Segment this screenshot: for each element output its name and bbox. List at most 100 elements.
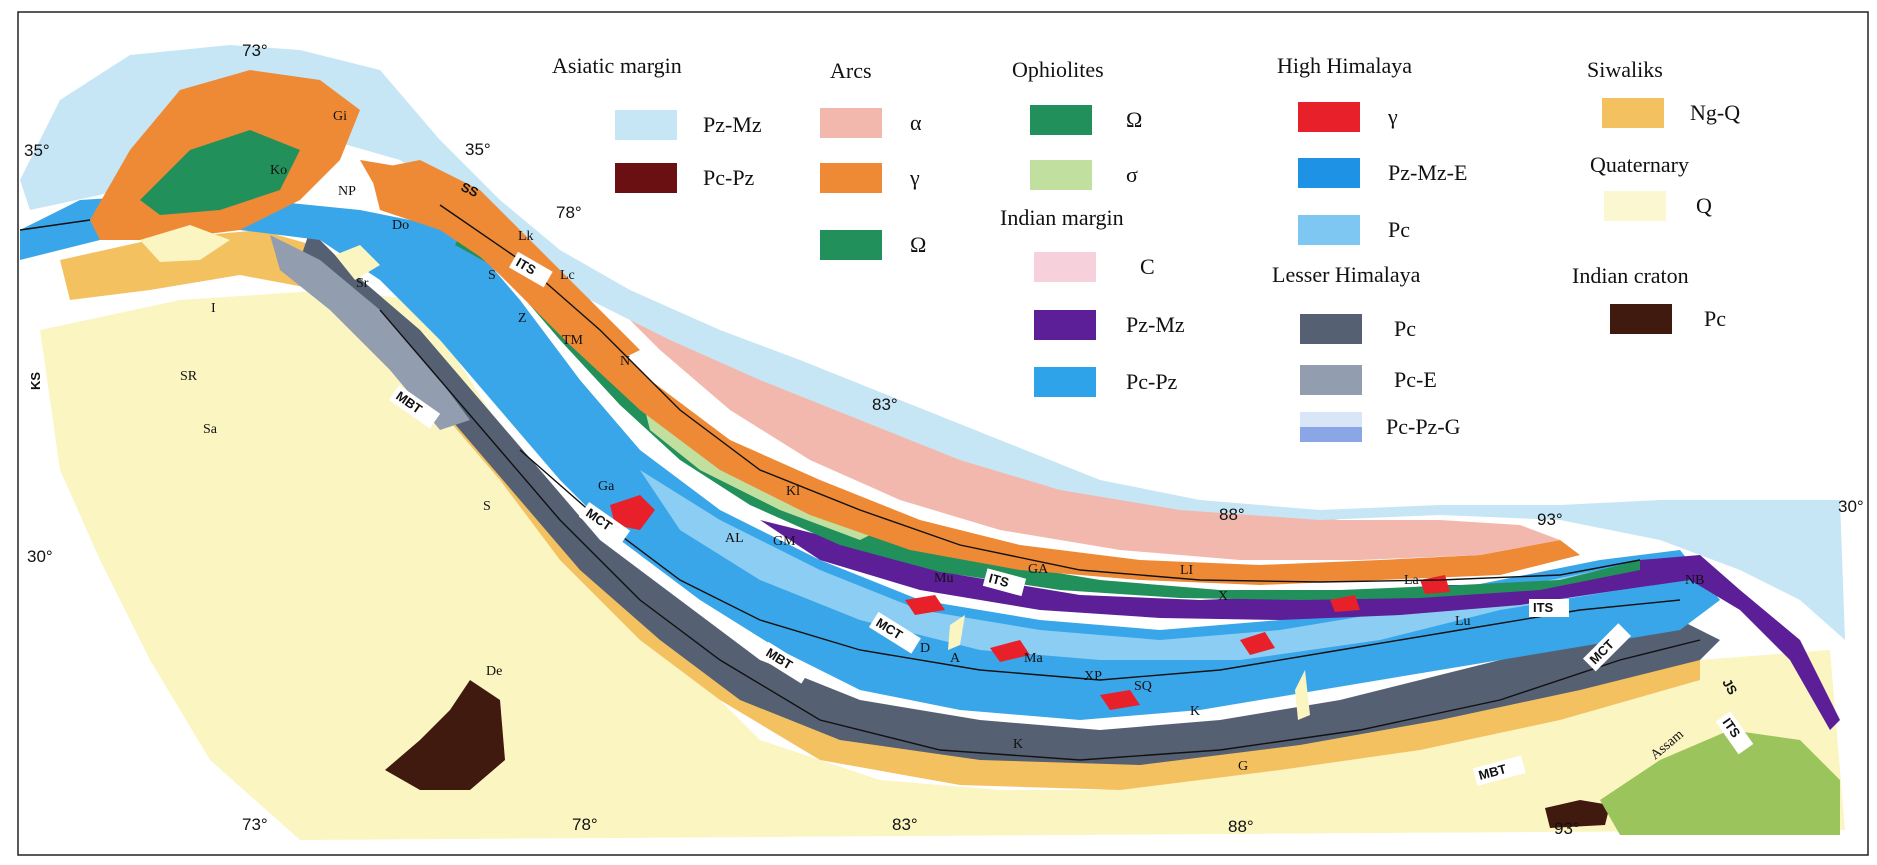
legend-title-lesser-himalaya: Lesser Himalaya (1272, 262, 1421, 287)
place-nb: NB (1685, 573, 1704, 588)
lon-label-bottom-83: 83° (892, 815, 918, 834)
place-kl: Kl (786, 484, 800, 499)
place-x: X (1218, 589, 1228, 604)
fault-labels: MBT MBT MBT MCT MCT MCT ITS ITS ITS ITS … (27, 179, 1754, 786)
legend-label: Pc-Pz (703, 165, 755, 190)
legend-label: Pc (1394, 316, 1416, 341)
place-de: De (486, 664, 502, 679)
legend-swatch (1604, 191, 1666, 221)
graticule-lat: 35° 35° 30° 30° (24, 140, 1864, 566)
place-sr: Sr (356, 276, 369, 291)
legend-swatch (1602, 98, 1664, 128)
legend-swatch (820, 230, 882, 260)
lat-label-30-east: 30° (1838, 497, 1864, 516)
lesser-himalaya-pc-e (270, 235, 470, 430)
lesser-himalaya-pc (300, 230, 1720, 765)
place-gm: GM (773, 534, 796, 549)
lon-label-top-78: 78° (556, 203, 582, 222)
lat-label-30-west: 30° (27, 547, 53, 566)
lon-label-top-88: 88° (1219, 505, 1245, 524)
lon-label-bottom-73: 73° (242, 815, 268, 834)
legend-swatch (1034, 310, 1096, 340)
place-mu: Mu (934, 571, 953, 586)
legend-label: Pz-Mz (1126, 312, 1185, 337)
place-d: D (920, 641, 930, 656)
fault-label-ks: KS (28, 372, 43, 390)
legend-swatch (615, 163, 677, 193)
legend-swatch (1030, 160, 1092, 190)
legend-label: Ω (1126, 107, 1143, 132)
legend-label: Pc (1704, 306, 1726, 331)
legend-title-indian-margin: Indian margin (1000, 205, 1124, 230)
legend-title-quaternary: Quaternary (1590, 152, 1689, 177)
legend-swatch (1298, 158, 1360, 188)
lon-label-top-93: 93° (1537, 510, 1563, 529)
lon-label-bottom-78: 78° (572, 815, 598, 834)
fault-label-mbt-east: MBT (1477, 761, 1508, 783)
arc-gamma-belt (360, 160, 1580, 585)
indian-craton-outcrop (385, 680, 505, 790)
place-al: AL (725, 531, 744, 546)
legend-title-asiatic-margin: Asiatic margin (552, 53, 682, 78)
place-s-north: S (488, 268, 496, 283)
fault-lines (19, 204, 1701, 761)
legend-swatch (1300, 314, 1362, 344)
place-ga: Ga (598, 479, 615, 494)
legend-label: γ (910, 165, 920, 190)
place-k: K (1190, 704, 1200, 719)
legend-title-siwaliks: Siwaliks (1587, 57, 1663, 82)
place-xp: XP (1084, 669, 1102, 684)
place-ko: Ko (270, 163, 287, 178)
legend-swatch (1034, 252, 1096, 282)
fault-label-js: JS (1719, 676, 1740, 698)
high-himalaya-pc (640, 470, 1620, 660)
place-z: Z (518, 311, 527, 326)
lat-label-35-west: 35° (24, 141, 50, 160)
legend-label: γ (1388, 104, 1398, 129)
lon-label-top-83: 83° (872, 395, 898, 414)
legend-swatch (1034, 367, 1096, 397)
high-himalaya-belt (20, 195, 1720, 720)
legend-title-high-himalaya: High Himalaya (1277, 53, 1413, 78)
legend-title-ophiolites: Ophiolites (1012, 57, 1104, 82)
legend-label: Pc-Pz-G (1386, 414, 1461, 439)
legend-label: Ω (910, 232, 927, 257)
legend-swatch (1300, 365, 1362, 395)
legend-swatch (1030, 105, 1092, 135)
place-lu: Lu (1455, 614, 1471, 629)
quaternary-patches (140, 225, 1310, 720)
lon-label-bottom-88: 88° (1228, 817, 1254, 836)
place-lk: Lk (518, 229, 534, 244)
legend-swatch (615, 110, 677, 140)
place-sq: SQ (1134, 679, 1152, 694)
fault-label-ss: SS (459, 179, 481, 200)
legend-label: Pz-Mz (703, 112, 762, 137)
graticule-bottom: 73° 78° 83° 88° 93° (242, 815, 1580, 838)
place-a: A (950, 651, 961, 666)
lon-label-bottom-93: 93° (1554, 819, 1580, 838)
place-ma: Ma (1024, 651, 1043, 666)
legend-swatch (820, 108, 882, 138)
place-do: Do (392, 218, 409, 233)
place-k-south: K (1013, 737, 1023, 752)
lon-label-top-73: 73° (242, 41, 268, 60)
place-ga-east: GA (1028, 562, 1049, 577)
legend-title-indian-craton: Indian craton (1572, 263, 1689, 288)
fault-label-its-east: ITS (1533, 600, 1554, 615)
legend-label: Pc-E (1394, 367, 1437, 392)
legend-label: Pc (1388, 217, 1410, 242)
place-labels: Gi Ko NP Do Lk Lc Sr S Z TM SR Sa Ga AL … (180, 109, 1704, 774)
legend-label: Pc-Pz (1126, 369, 1178, 394)
legend-label: α (910, 110, 922, 135)
place-s-south: S (483, 499, 491, 514)
legend-label: σ (1126, 162, 1138, 187)
ladakh-arc (370, 160, 640, 360)
place-n: N (620, 354, 630, 369)
legend-label: Q (1696, 193, 1712, 218)
place-np: NP (338, 184, 356, 199)
arc-alpha-belt (600, 290, 1560, 560)
legend-swatch (1300, 412, 1362, 442)
legend-label: Ng-Q (1690, 100, 1741, 125)
legend-title-arcs: Arcs (830, 58, 872, 83)
